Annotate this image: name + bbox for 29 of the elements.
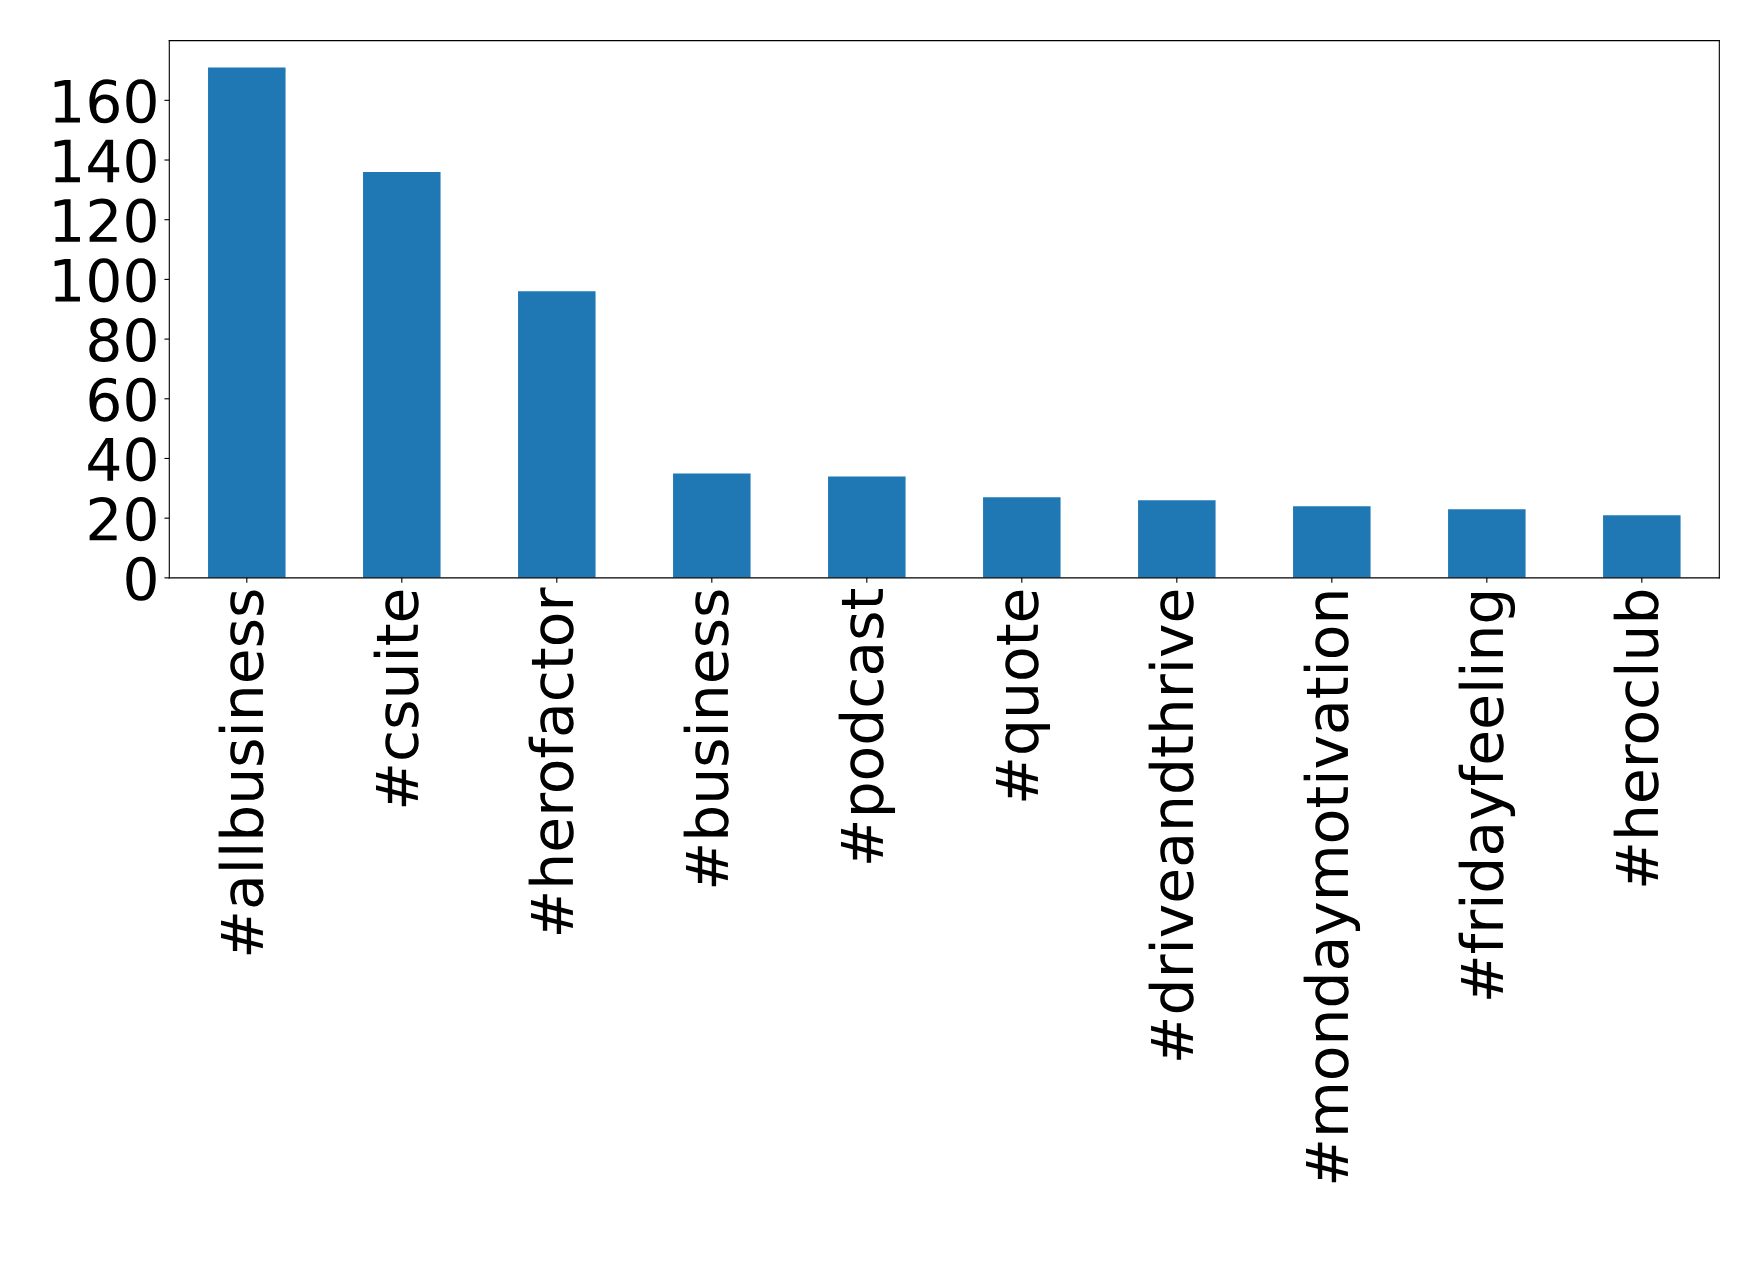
bar <box>1293 506 1371 578</box>
y-tick-label: 60 <box>89 377 156 422</box>
y-tick-label: 80 <box>89 317 156 363</box>
bar <box>208 67 286 578</box>
y-tick-label: 100 <box>54 258 156 303</box>
x-tick-label: #business <box>683 590 729 887</box>
bar <box>518 291 596 578</box>
x-tick-label: #mondaymotivation <box>1303 592 1361 1183</box>
bar <box>673 473 751 578</box>
x-tick-label: #podcast <box>838 588 896 863</box>
y-tick-label: 0 <box>126 556 156 601</box>
x-tick-label: #fridayfeeling <box>1458 592 1516 999</box>
x-tick-label: #allbusiness <box>218 590 264 955</box>
bar <box>828 476 906 578</box>
bar <box>1603 515 1681 578</box>
bar <box>363 171 441 578</box>
x-tick-label: #quote <box>996 590 1051 801</box>
bar <box>983 497 1061 578</box>
bar <box>1138 500 1216 578</box>
y-tick-label: 40 <box>88 437 156 482</box>
x-tick-label: #csuite <box>373 590 419 807</box>
x-tick-label: #heroclub <box>1613 590 1659 886</box>
y-tick-label: 140 <box>54 138 156 184</box>
y-tick-label: 120 <box>54 198 156 243</box>
x-tick-label: #herofactor <box>528 587 574 935</box>
y-tick-label: 20 <box>89 497 156 542</box>
x-tick-label: #driveandthrive <box>1148 590 1194 1060</box>
y-tick-label: 160 <box>54 79 156 124</box>
bar <box>1448 509 1526 578</box>
